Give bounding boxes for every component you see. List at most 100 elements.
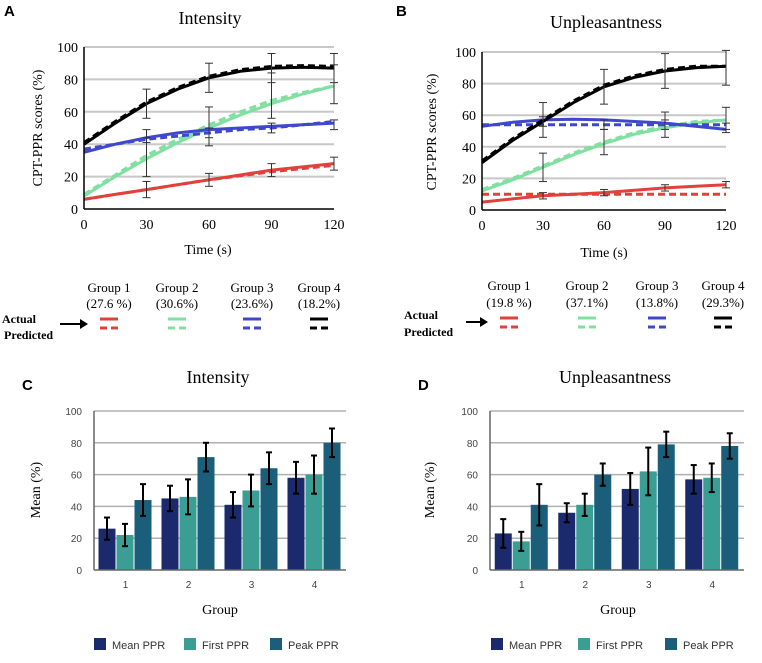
legend-label: Peak PPR	[288, 640, 339, 652]
bar	[242, 490, 260, 570]
legend-swatch	[270, 638, 282, 650]
x-tick-label: 120	[716, 219, 737, 234]
x-tick-label: 60	[202, 218, 216, 233]
y-tick-label: 20	[467, 534, 479, 545]
arrow-head	[80, 319, 88, 329]
x-tick-label: 4	[312, 580, 318, 591]
legend-group-name: Group 1	[488, 278, 531, 293]
y-tick-label: 60	[71, 471, 83, 482]
legend-swatch	[578, 638, 590, 650]
x-tick-label: 120	[324, 218, 345, 233]
legend-label: Mean PPR	[112, 640, 165, 652]
bar	[197, 457, 215, 570]
legend-label: Peak PPR	[683, 640, 734, 652]
legend-label: First PPR	[202, 640, 249, 652]
line-chart-unpleasantness: Unpleasantness CPT-PPR scores (%) Time (…	[425, 12, 737, 261]
chart-title: Intensity	[187, 367, 250, 387]
x-tick-label: 0	[479, 219, 486, 234]
y-tick-label: 40	[64, 138, 78, 153]
bar-chart-unpleasantness: Unpleasantness Mean (%) Group 0 20 40 60 80 1…	[423, 367, 744, 618]
bar	[594, 474, 612, 570]
group-legend-left: Group 1(27.6 %) Group 2(30.6%) Group 3(23.…	[86, 280, 341, 330]
x-tick-label: 1	[519, 580, 525, 591]
bar	[530, 504, 548, 570]
legend-group-name: Group 4	[702, 278, 745, 293]
y-tick-label: 80	[64, 73, 78, 88]
y-tick-label: 0	[71, 203, 78, 218]
legend-group-name: Group 2	[566, 278, 609, 293]
arrow-head	[480, 317, 488, 327]
bar	[134, 500, 152, 570]
legend-group-percent: (37.1%)	[566, 295, 608, 310]
bar	[224, 504, 242, 570]
y-tick-label: 0	[469, 204, 476, 219]
bar	[621, 488, 639, 570]
bar	[657, 444, 675, 570]
y-tick-label: 40	[462, 141, 476, 156]
bar	[161, 498, 179, 570]
legend-group-name: Group 3	[231, 280, 274, 295]
actual-label: Actual	[404, 308, 439, 322]
legend-swatch	[665, 638, 677, 650]
panel-label-b: B	[396, 3, 407, 20]
x-axis-label: Time (s)	[184, 243, 232, 258]
bar	[721, 445, 739, 570]
y-tick-label: 20	[462, 172, 476, 187]
bar	[494, 533, 512, 570]
series-line-predicted	[83, 64, 335, 144]
x-axis-label: Group	[202, 603, 238, 618]
bar	[576, 504, 594, 570]
bar	[98, 528, 116, 570]
legend-group-percent: (27.6 %)	[86, 296, 132, 311]
y-tick-label: 0	[76, 566, 82, 577]
legend-label: First PPR	[596, 640, 643, 652]
legend-group-name: Group 1	[88, 280, 131, 295]
predicted-label: Predicted	[404, 325, 453, 339]
x-tick-label: 0	[81, 218, 88, 233]
x-tick-label: 90	[265, 218, 279, 233]
y-axis-label: CPT-PPR scores (%)	[31, 69, 46, 186]
legend-group-name: Group 3	[636, 278, 679, 293]
legend-group-percent: (13.8%)	[636, 295, 678, 310]
line-chart-intensity: Intensity CPT-PPR scores (%) Time (s) 0 2…	[31, 8, 345, 258]
legend-group-name: Group 2	[156, 280, 199, 295]
legend-swatch	[94, 638, 106, 650]
x-tick-label: 2	[186, 580, 192, 591]
y-tick-label: 40	[71, 502, 83, 513]
bar-legend-right: Mean PPR First PPR Peak PPR	[491, 638, 734, 652]
legend-group-percent: (29.3%)	[702, 295, 744, 310]
bar	[287, 477, 305, 570]
x-tick-label: 30	[536, 219, 550, 234]
x-tick-label: 90	[658, 219, 672, 234]
panel-label-d: D	[418, 377, 429, 394]
actual-predicted-key-right: Actual Predicted	[404, 308, 488, 339]
panel-label-c: C	[22, 377, 33, 394]
x-tick-label: 2	[582, 580, 588, 591]
actual-label: Actual	[2, 312, 37, 326]
y-axis-label: Mean (%)	[29, 461, 44, 518]
predicted-label: Predicted	[4, 328, 53, 342]
y-tick-label: 60	[467, 471, 479, 482]
y-tick-label: 100	[65, 407, 82, 418]
chart-title: Unpleasantness	[550, 12, 662, 32]
bar-legend-left: Mean PPR First PPR Peak PPR	[94, 638, 339, 652]
series-line-predicted	[481, 118, 727, 191]
y-tick-label: 0	[472, 566, 478, 577]
bar-chart-intensity: Intensity Mean (%) Group 0 20 40 60 80 100 1 2 3…	[29, 367, 346, 618]
y-tick-label: 80	[71, 439, 83, 450]
y-tick-label: 100	[461, 407, 478, 418]
legend-group-percent: (19.8 %)	[486, 295, 532, 310]
bar	[323, 442, 341, 570]
legend-swatch	[491, 638, 503, 650]
y-tick-label: 100	[455, 46, 476, 61]
bar	[558, 512, 576, 570]
legend-swatch	[184, 638, 196, 650]
x-tick-label: 4	[709, 580, 715, 591]
bar	[512, 541, 530, 570]
y-tick-label: 20	[71, 534, 83, 545]
y-tick-label: 40	[467, 502, 479, 513]
legend-group-percent: (30.6%)	[156, 296, 198, 311]
chart-title: Intensity	[179, 8, 242, 28]
bar	[260, 468, 278, 570]
bar	[703, 477, 721, 570]
